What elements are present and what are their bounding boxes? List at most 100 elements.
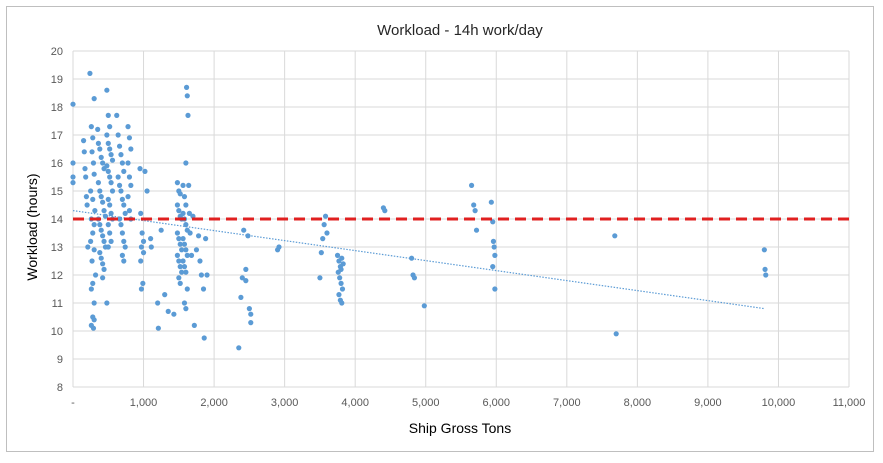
data-point [200, 286, 207, 292]
chart-frame: 8 9 10 11 12 13 14 15 16 17 18 19 20 - 1,000 2,000 3,000… [6, 6, 874, 452]
data-point [108, 180, 114, 186]
data-point [119, 230, 125, 236]
data-point [105, 140, 111, 146]
data-point [83, 194, 90, 200]
trend-layer [72, 210, 765, 310]
data-point [613, 331, 619, 337]
data-point [104, 163, 110, 169]
data-point [107, 124, 113, 130]
data-point [176, 208, 182, 214]
data-point [183, 269, 189, 275]
data-point [148, 236, 154, 242]
data-point [98, 227, 104, 233]
scatter-chart: 8 9 10 11 12 13 14 15 16 17 18 19 20 - 1,000 2,000 3,000… [24, 22, 865, 436]
data-point [104, 300, 110, 306]
data-point [188, 252, 195, 258]
data-point [116, 216, 123, 222]
data-point [181, 194, 188, 200]
data-point [239, 275, 245, 281]
data-point [128, 182, 134, 188]
x-tick-label: 5,000 [412, 397, 440, 409]
data-point [339, 255, 345, 261]
data-point [89, 149, 95, 155]
points-layer [70, 70, 769, 351]
x-tick-label: 4,000 [341, 397, 369, 409]
data-point [180, 210, 186, 216]
data-point [109, 188, 116, 194]
data-point [201, 335, 207, 341]
data-point [100, 160, 106, 166]
data-point [119, 160, 125, 166]
data-point [322, 213, 329, 219]
data-point [338, 266, 344, 272]
data-point [241, 227, 247, 233]
data-point [243, 266, 249, 272]
data-point [155, 300, 161, 306]
data-point [105, 168, 111, 174]
data-point [70, 180, 76, 186]
data-point [174, 180, 181, 186]
data-point [104, 132, 110, 138]
data-point [176, 275, 182, 281]
data-point [84, 202, 90, 208]
data-point [761, 247, 767, 253]
data-point [95, 180, 101, 186]
data-point [91, 300, 97, 306]
data-point [128, 146, 134, 152]
data-point [248, 320, 254, 326]
data-point [421, 303, 427, 309]
data-point [138, 286, 145, 292]
data-point [97, 250, 103, 256]
x-tick-label: 9,000 [694, 397, 722, 409]
data-point [339, 286, 346, 292]
x-tick-label: 2,000 [200, 397, 228, 409]
data-point [114, 112, 120, 118]
x-tick-label: - [71, 397, 75, 409]
data-point [336, 292, 342, 298]
data-point [126, 208, 133, 214]
data-point [155, 325, 161, 331]
y-tick-label: 16 [51, 158, 63, 170]
data-point [471, 202, 477, 208]
data-point [126, 174, 133, 180]
data-point [246, 306, 252, 312]
data-point [140, 250, 147, 256]
data-point [91, 317, 97, 323]
data-point [70, 160, 76, 166]
data-point [148, 244, 154, 250]
data-point [100, 275, 106, 281]
y-tick-label: 14 [51, 214, 63, 226]
data-point [108, 210, 114, 216]
data-point [108, 152, 114, 158]
data-point [337, 275, 343, 281]
data-point [137, 166, 143, 172]
data-point [100, 261, 106, 267]
data-point [89, 258, 95, 264]
trend-line [72, 210, 765, 310]
data-point [183, 247, 189, 253]
data-point [81, 149, 87, 155]
data-point [472, 208, 478, 214]
data-point [126, 135, 133, 141]
data-point [492, 286, 498, 292]
data-point [91, 247, 97, 253]
data-point [83, 174, 89, 180]
data-point [174, 230, 181, 236]
data-point [321, 222, 327, 228]
grid-layer [72, 50, 850, 388]
data-point [191, 322, 197, 328]
data-point [98, 255, 104, 261]
data-point [203, 236, 209, 242]
chart-title: Workload - 14h work/day [377, 22, 543, 39]
data-point [179, 269, 185, 275]
data-point [90, 135, 96, 141]
x-tick-label: 1,000 [130, 397, 158, 409]
data-point [95, 126, 101, 132]
data-point [105, 222, 111, 228]
y-tick-label: 13 [51, 242, 63, 254]
data-point [409, 255, 415, 261]
data-point [195, 233, 202, 239]
y-tick-label: 9 [57, 354, 63, 366]
data-point [125, 160, 131, 166]
x-tick-label: 10,000 [762, 397, 796, 409]
